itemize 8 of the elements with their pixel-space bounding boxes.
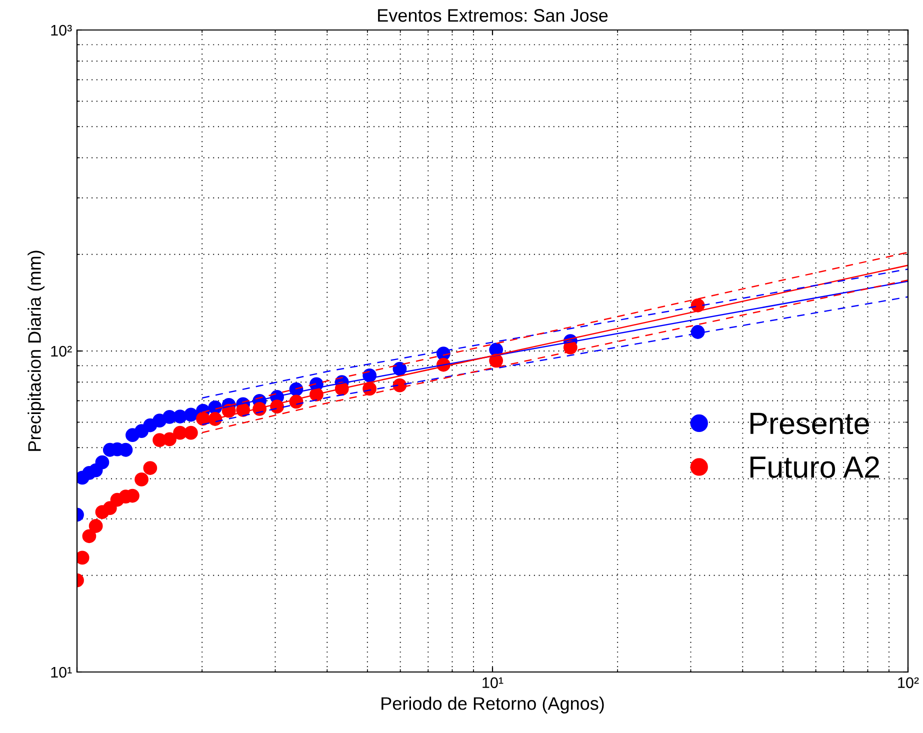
chart-title: Eventos Extremos: San Jose <box>378 9 608 22</box>
x-axis-title: Periodo de Retorno (Agnos) <box>382 696 604 714</box>
legend-label: Futuro A2 <box>750 456 879 478</box>
legend-label: Presente <box>750 412 869 434</box>
y-tick-label: 10³ <box>51 24 72 36</box>
y-tick-label: 10² <box>51 346 72 357</box>
y-tick-label: 10¹ <box>51 666 72 678</box>
y-axis-title: Precipitacion Diaria (mm) <box>28 250 45 451</box>
